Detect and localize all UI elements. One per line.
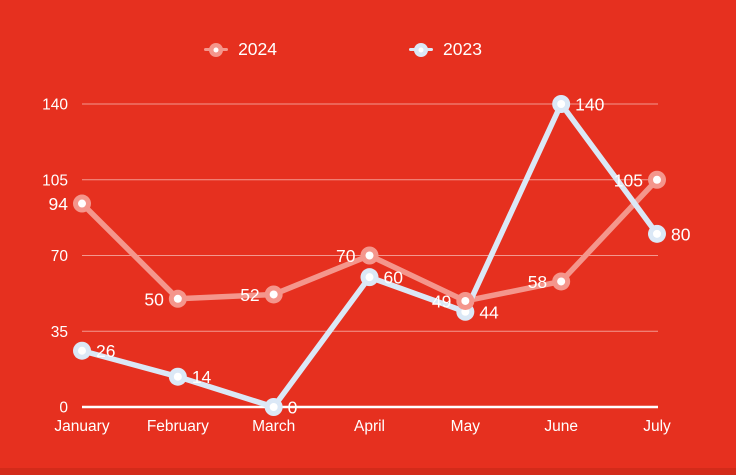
y-axis-tick-label: 105 bbox=[42, 172, 68, 189]
chart-legend: 2024 2023 bbox=[0, 39, 686, 60]
data-point-center-2023-march bbox=[269, 403, 278, 411]
data-label-2023-february: 14 bbox=[192, 367, 212, 387]
data-point-center-2024-july bbox=[653, 175, 661, 184]
legend-item-2024[interactable]: 2024 bbox=[204, 39, 277, 60]
x-axis-label-may: May bbox=[451, 418, 481, 435]
data-label-2023-july: 80 bbox=[671, 224, 691, 244]
x-axis-label-june: June bbox=[544, 418, 578, 435]
data-label-2023-june: 140 bbox=[575, 95, 604, 115]
legend-marker-2023-icon bbox=[409, 48, 433, 51]
data-point-center-2023-february bbox=[173, 372, 182, 381]
data-point-center-2024-january bbox=[78, 199, 86, 208]
data-point-center-2024-may bbox=[461, 296, 470, 305]
data-point-center-2023-july bbox=[653, 229, 661, 238]
y-axis-tick-label: 0 bbox=[59, 400, 68, 417]
data-label-2024-july: 105 bbox=[614, 170, 643, 190]
data-label-2023-january: 26 bbox=[96, 341, 115, 361]
data-label-2024-may: 49 bbox=[432, 291, 451, 311]
x-axis-label-february: February bbox=[147, 418, 209, 435]
data-label-2023-march: 0 bbox=[288, 398, 298, 418]
data-label-2023-april: 60 bbox=[384, 268, 404, 288]
legend-item-2023[interactable]: 2023 bbox=[409, 39, 482, 60]
data-label-2023-may: 44 bbox=[479, 302, 499, 322]
data-point-center-2023-april bbox=[365, 273, 374, 282]
legend-label-2023: 2023 bbox=[443, 39, 482, 59]
data-label-2024-march: 52 bbox=[240, 285, 259, 305]
data-point-center-2024-june bbox=[557, 277, 566, 286]
y-axis-tick-label: 35 bbox=[51, 324, 68, 341]
data-point-center-2024-february bbox=[173, 294, 182, 303]
legend-label-2024: 2024 bbox=[238, 39, 277, 59]
data-point-center-2023-june bbox=[557, 100, 566, 108]
bottom-strip bbox=[0, 468, 736, 475]
x-axis-label-march: March bbox=[252, 418, 295, 435]
y-axis-tick-label: 70 bbox=[51, 248, 69, 265]
data-label-2024-june: 58 bbox=[528, 272, 547, 292]
data-label-2024-february: 50 bbox=[144, 289, 164, 309]
x-axis-label-april: April bbox=[354, 418, 385, 435]
data-label-2024-january: 94 bbox=[49, 194, 69, 214]
legend-marker-2024-icon bbox=[204, 48, 229, 51]
data-point-center-2024-april bbox=[365, 251, 374, 260]
data-point-center-2023-january bbox=[78, 346, 86, 355]
x-axis-label-july: July bbox=[643, 418, 671, 435]
data-point-center-2023-may bbox=[461, 307, 470, 316]
y-axis-tick-label: 140 bbox=[42, 97, 68, 114]
data-point-center-2024-march bbox=[269, 290, 278, 299]
x-axis-label-january: January bbox=[54, 418, 109, 435]
data-label-2024-april: 70 bbox=[336, 246, 356, 266]
